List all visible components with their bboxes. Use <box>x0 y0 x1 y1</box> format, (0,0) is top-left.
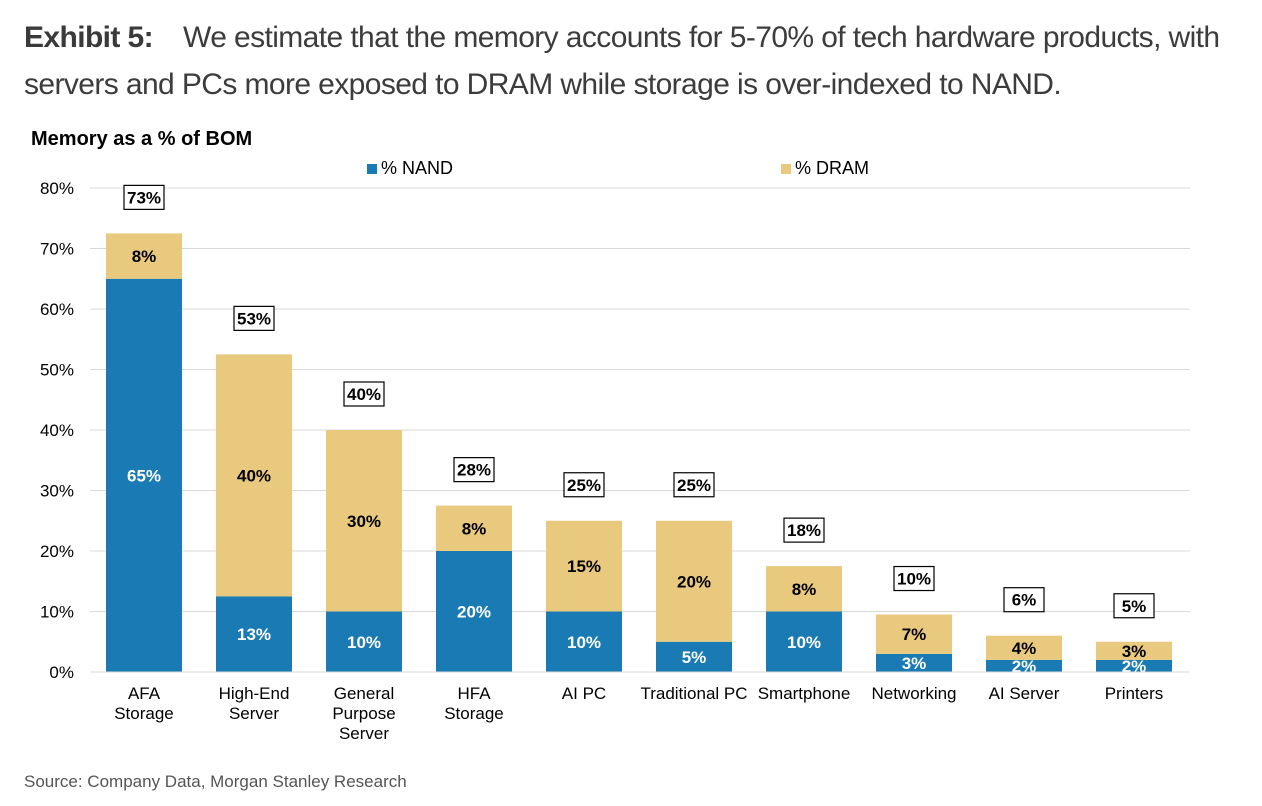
x-tick-label: Server <box>229 704 279 723</box>
x-tick-label: HFA <box>457 684 491 703</box>
source-note: Source: Company Data, Morgan Stanley Res… <box>24 772 407 791</box>
y-tick-label: 60% <box>40 300 74 319</box>
y-tick-label: 30% <box>40 482 74 501</box>
data-label-nand: 10% <box>567 633 601 652</box>
bar-dram <box>546 520 622 612</box>
legend-label-nand: % NAND <box>381 158 454 178</box>
data-label-nand: 20% <box>457 603 491 622</box>
total-label: 10% <box>897 570 931 589</box>
bar-dram <box>326 430 402 612</box>
total-label-box <box>1113 593 1155 619</box>
x-tick-label: Storage <box>114 704 174 723</box>
bar-dram <box>986 635 1062 660</box>
x-tick-label: Smartphone <box>758 684 851 703</box>
bar-dram <box>216 354 292 597</box>
y-tick-label: 50% <box>40 361 74 380</box>
total-label-box <box>1003 587 1045 613</box>
data-label-nand: 3% <box>902 654 927 673</box>
bar-nand <box>326 611 402 672</box>
bar-dram <box>106 233 182 279</box>
total-label-box <box>893 565 935 592</box>
total-label: 53% <box>237 309 271 328</box>
x-tick-label: AI Server <box>989 684 1060 703</box>
bar-nand <box>546 611 622 672</box>
bar-dram <box>1096 641 1172 660</box>
y-tick-label: 80% <box>40 179 74 198</box>
total-label: 25% <box>567 476 601 495</box>
legend-swatch-dram <box>781 163 791 174</box>
x-tick-label: Printers <box>1105 684 1164 703</box>
y-tick-label: 70% <box>40 240 74 259</box>
bar-dram <box>766 566 842 612</box>
bar-nand <box>436 551 512 672</box>
data-label-dram: 4% <box>1012 639 1037 658</box>
x-tick-label: Purpose <box>332 704 395 723</box>
bar-dram <box>436 505 512 551</box>
total-label: 40% <box>347 385 381 404</box>
data-label-nand: 2% <box>1012 657 1037 676</box>
data-label-nand: 10% <box>347 633 381 652</box>
data-label-nand: 65% <box>127 466 161 485</box>
data-label-nand: 10% <box>787 633 821 652</box>
total-label-box <box>453 457 495 483</box>
data-label-nand: 13% <box>237 625 271 644</box>
bar-dram <box>656 520 732 642</box>
x-tick-label: Storage <box>444 704 504 723</box>
bar-nand <box>766 611 842 672</box>
total-label: 28% <box>457 461 491 480</box>
total-label-box <box>783 517 825 543</box>
x-tick-label: High-End <box>219 684 290 703</box>
data-label-dram: 8% <box>462 519 487 538</box>
data-label-dram: 7% <box>902 625 927 644</box>
y-tick-label: 0% <box>49 663 74 682</box>
bar-nand <box>876 653 952 672</box>
total-label: 25% <box>677 476 711 495</box>
data-label-dram: 8% <box>132 247 157 266</box>
legend-item-nand: % NAND <box>367 158 453 179</box>
legend-item-dram: % DRAM <box>781 158 869 179</box>
x-tick-label: AI PC <box>562 684 606 703</box>
exhibit-header: Exhibit 5: We estimate that the memory ac… <box>24 14 1244 108</box>
data-label-dram: 8% <box>792 580 817 599</box>
data-label-dram: 3% <box>1122 642 1147 661</box>
exhibit-caption: We estimate that the memory accounts for… <box>24 21 1220 101</box>
exhibit-number: Exhibit 5: <box>24 21 154 54</box>
total-label-box <box>123 184 165 210</box>
legend-label-dram: % DRAM <box>795 158 870 178</box>
data-label-nand: 2% <box>1122 657 1147 676</box>
data-label-dram: 30% <box>347 512 381 531</box>
bar-nand <box>986 659 1062 672</box>
total-label-box <box>343 381 385 407</box>
bar-nand <box>1096 659 1172 672</box>
total-label-box <box>673 472 715 498</box>
total-label: 5% <box>1122 597 1147 616</box>
data-label-dram: 40% <box>237 466 271 485</box>
data-label-nand: 5% <box>682 648 707 667</box>
x-tick-label: General <box>334 684 394 703</box>
bar-nand <box>656 641 732 672</box>
data-label-dram: 15% <box>567 557 601 576</box>
x-tick-label: Networking <box>871 684 956 703</box>
bar-nand <box>106 278 182 672</box>
data-label-dram: 20% <box>677 572 711 591</box>
x-tick-label: AFA <box>128 684 161 703</box>
total-label: 18% <box>787 521 821 540</box>
y-tick-label: 10% <box>40 603 74 622</box>
bar-dram <box>876 614 952 654</box>
total-label-box <box>563 472 605 498</box>
total-label-box <box>233 305 275 331</box>
y-tick-label: 40% <box>40 421 74 440</box>
legend-swatch-nand <box>367 163 377 174</box>
y-tick-label: 20% <box>40 542 74 561</box>
total-label: 6% <box>1012 591 1037 610</box>
chart-title: Memory as a % of BOM <box>31 128 253 150</box>
x-tick-label: Server <box>339 724 389 743</box>
bar-nand <box>216 596 292 672</box>
total-label: 73% <box>127 188 161 207</box>
x-tick-label: Traditional PC <box>640 684 747 703</box>
